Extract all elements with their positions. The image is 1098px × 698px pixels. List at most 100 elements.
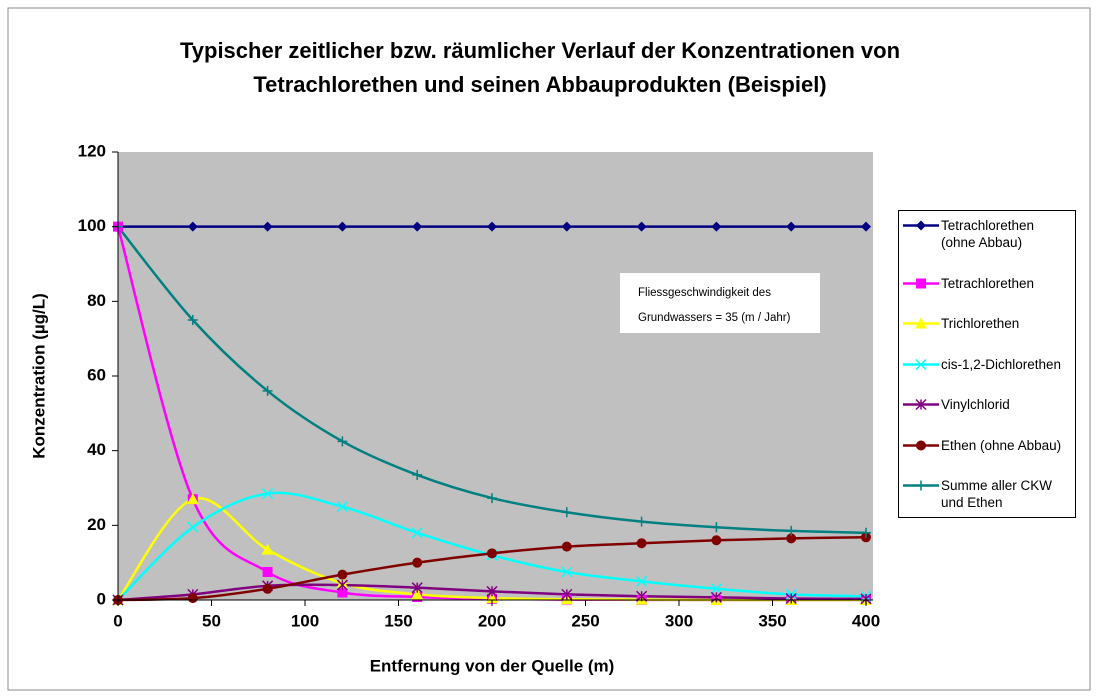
legend-entry: Summe aller CKW und Ethen	[901, 477, 1073, 511]
legend: Tetrachlorethen (ohne Abbau) Tetrachloret…	[898, 210, 1076, 518]
marker	[337, 569, 348, 580]
marker	[786, 533, 797, 544]
y-tick-label: 60	[87, 365, 106, 384]
marker	[262, 488, 274, 500]
marker	[336, 501, 348, 513]
marker	[711, 221, 722, 232]
marker	[187, 521, 199, 533]
marker	[187, 315, 198, 325]
legend-symbol	[903, 440, 939, 450]
x-axis-label: Entfernung von der Quelle (m)	[370, 656, 615, 675]
marker	[337, 436, 348, 447]
legend-label: Summe aller CKW und Ethen	[941, 478, 1053, 510]
marker	[636, 538, 647, 549]
marker	[262, 385, 273, 396]
annotation: Fliessgeschwindigkeit des	[638, 287, 771, 299]
y-tick-label: 80	[87, 291, 106, 310]
marker	[786, 525, 797, 536]
legend-entry: Ethen (ohne Abbau)	[901, 437, 1073, 454]
x-tick-label: 50	[202, 611, 221, 630]
marker	[636, 575, 648, 587]
legend-symbol	[903, 398, 939, 411]
marker	[411, 588, 424, 600]
marker	[187, 593, 198, 604]
marker	[337, 221, 348, 232]
marker	[915, 398, 927, 411]
legend-symbol	[903, 358, 939, 370]
marker	[412, 469, 423, 480]
plot-area	[118, 152, 873, 600]
marker	[561, 566, 573, 578]
legend-entry: cis-1,2-Dichlorethen	[901, 356, 1073, 373]
x-tick-label: 350	[758, 611, 786, 630]
marker	[861, 221, 871, 232]
legend-label: Tetrachlorethen (ohne Abbau)	[941, 218, 1035, 250]
legend-entry: Tetrachlorethen (ohne Abbau)	[901, 217, 1073, 251]
x-tick-label: 400	[852, 611, 880, 630]
marker	[636, 516, 647, 527]
x-tick-label: 100	[291, 611, 319, 630]
marker	[411, 582, 423, 594]
marker	[187, 221, 198, 232]
marker	[916, 480, 926, 491]
marker	[261, 543, 274, 555]
marker	[412, 557, 423, 568]
legend-symbol	[903, 220, 939, 231]
marker	[916, 440, 926, 450]
y-tick-label: 20	[87, 515, 106, 534]
marker	[262, 583, 273, 594]
marker	[561, 507, 572, 518]
legend-entry: Trichlorethen	[901, 315, 1073, 332]
marker	[487, 493, 497, 504]
y-tick-label: 40	[87, 440, 106, 459]
marker	[710, 591, 722, 603]
marker	[486, 585, 498, 597]
marker	[561, 588, 573, 600]
y-tick-label: 0	[97, 589, 106, 608]
x-tick-label: 150	[384, 611, 412, 630]
marker	[337, 587, 348, 598]
marker	[785, 592, 797, 605]
y-axis-label: Konzentration (µg/L)	[29, 293, 48, 459]
marker	[916, 220, 926, 231]
marker	[487, 221, 497, 232]
marker	[262, 567, 273, 577]
marker	[411, 527, 423, 539]
marker	[561, 541, 572, 552]
legend-entry: Vinylchlorid	[901, 396, 1073, 413]
marker	[916, 278, 926, 288]
legend-symbol	[903, 278, 939, 288]
legend-label: Vinylchlorid	[941, 397, 1010, 412]
y-tick-label: 100	[78, 216, 106, 235]
marker	[710, 583, 722, 595]
x-tick-label: 200	[478, 611, 506, 630]
legend-entry: Tetrachlorethen	[901, 275, 1073, 292]
series-line	[117, 225, 867, 535]
legend-label: Ethen (ohne Abbau)	[941, 437, 1062, 453]
marker	[636, 221, 647, 232]
marker	[915, 358, 927, 370]
marker	[711, 522, 722, 533]
legend-symbol	[903, 317, 939, 329]
x-tick-label: 300	[665, 611, 693, 630]
chart-title: Typischer zeitlicher bzw. räumlicher Ver…	[180, 38, 900, 63]
marker	[487, 548, 497, 559]
marker	[561, 221, 572, 232]
annotation-box	[620, 273, 820, 333]
y-tick-label: 120	[78, 141, 106, 160]
chart-title: Tetrachlorethen und seinen Abbauprodukte…	[253, 72, 826, 97]
x-tick-label: 0	[113, 611, 122, 630]
marker	[336, 579, 348, 591]
marker	[186, 493, 199, 505]
annotation: Grundwassers = 35 (m / Jahr)	[638, 312, 791, 324]
legend-symbol	[903, 480, 939, 491]
marker	[861, 527, 871, 538]
marker	[915, 317, 927, 329]
legend-label: Trichlorethen	[941, 316, 1020, 331]
legend-label: Tetrachlorethen	[941, 275, 1035, 291]
marker	[786, 221, 797, 232]
legend-label: cis-1,2-Dichlorethen	[941, 356, 1062, 372]
marker	[412, 221, 423, 232]
marker	[262, 221, 273, 232]
